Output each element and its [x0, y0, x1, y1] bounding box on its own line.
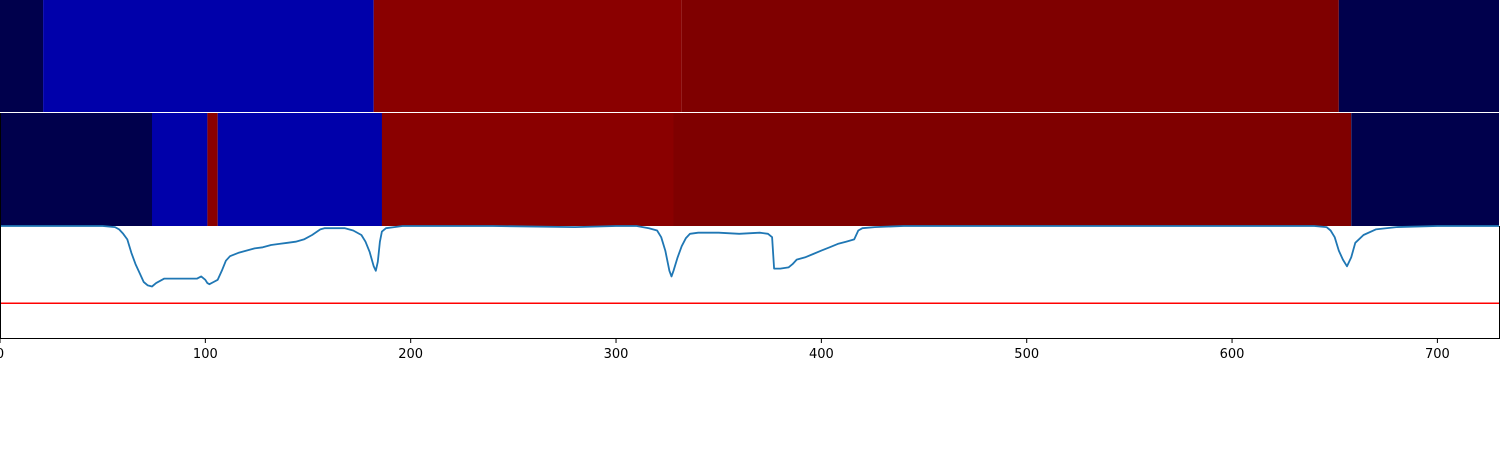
heatmap-2-segment-5	[673, 113, 1352, 226]
heatmap-2-segment-2	[207, 113, 218, 226]
line-panel	[0, 225, 1500, 338]
x-tick-label-0: 0	[0, 347, 4, 362]
heatmap-1-segment-1	[43, 0, 374, 112]
heatmap-2-segment-3	[217, 113, 382, 226]
heatmap-panel-1	[0, 0, 1499, 112]
line-panel-background	[0, 226, 1500, 338]
heatmap-1-segment-3	[681, 0, 1339, 112]
x-tick-label-400: 400	[809, 347, 834, 362]
heatmap-2-segment-6	[1351, 113, 1499, 226]
heatmap-1-segment-0	[0, 0, 44, 112]
x-tick-label-100: 100	[193, 347, 218, 362]
heatmap-panel-2	[0, 113, 1499, 226]
x-tick-label-600: 600	[1220, 347, 1245, 362]
x-tick-label-500: 500	[1014, 347, 1039, 362]
heatmap-1-segment-2	[373, 0, 682, 112]
x-tick-label-700: 700	[1425, 347, 1450, 362]
heatmap-1-segment-4	[1338, 0, 1499, 112]
heatmap-2-segment-0	[0, 113, 152, 226]
signal-line	[0, 225, 1499, 288]
x-tick-label-300: 300	[604, 347, 629, 362]
x-axis: 0 100 200 300 400 500 600 700	[0, 113, 1500, 362]
x-tick-label-200: 200	[398, 347, 423, 362]
heatmap-2-segment-1	[152, 113, 208, 226]
heatmap-2-segment-4	[381, 113, 674, 226]
